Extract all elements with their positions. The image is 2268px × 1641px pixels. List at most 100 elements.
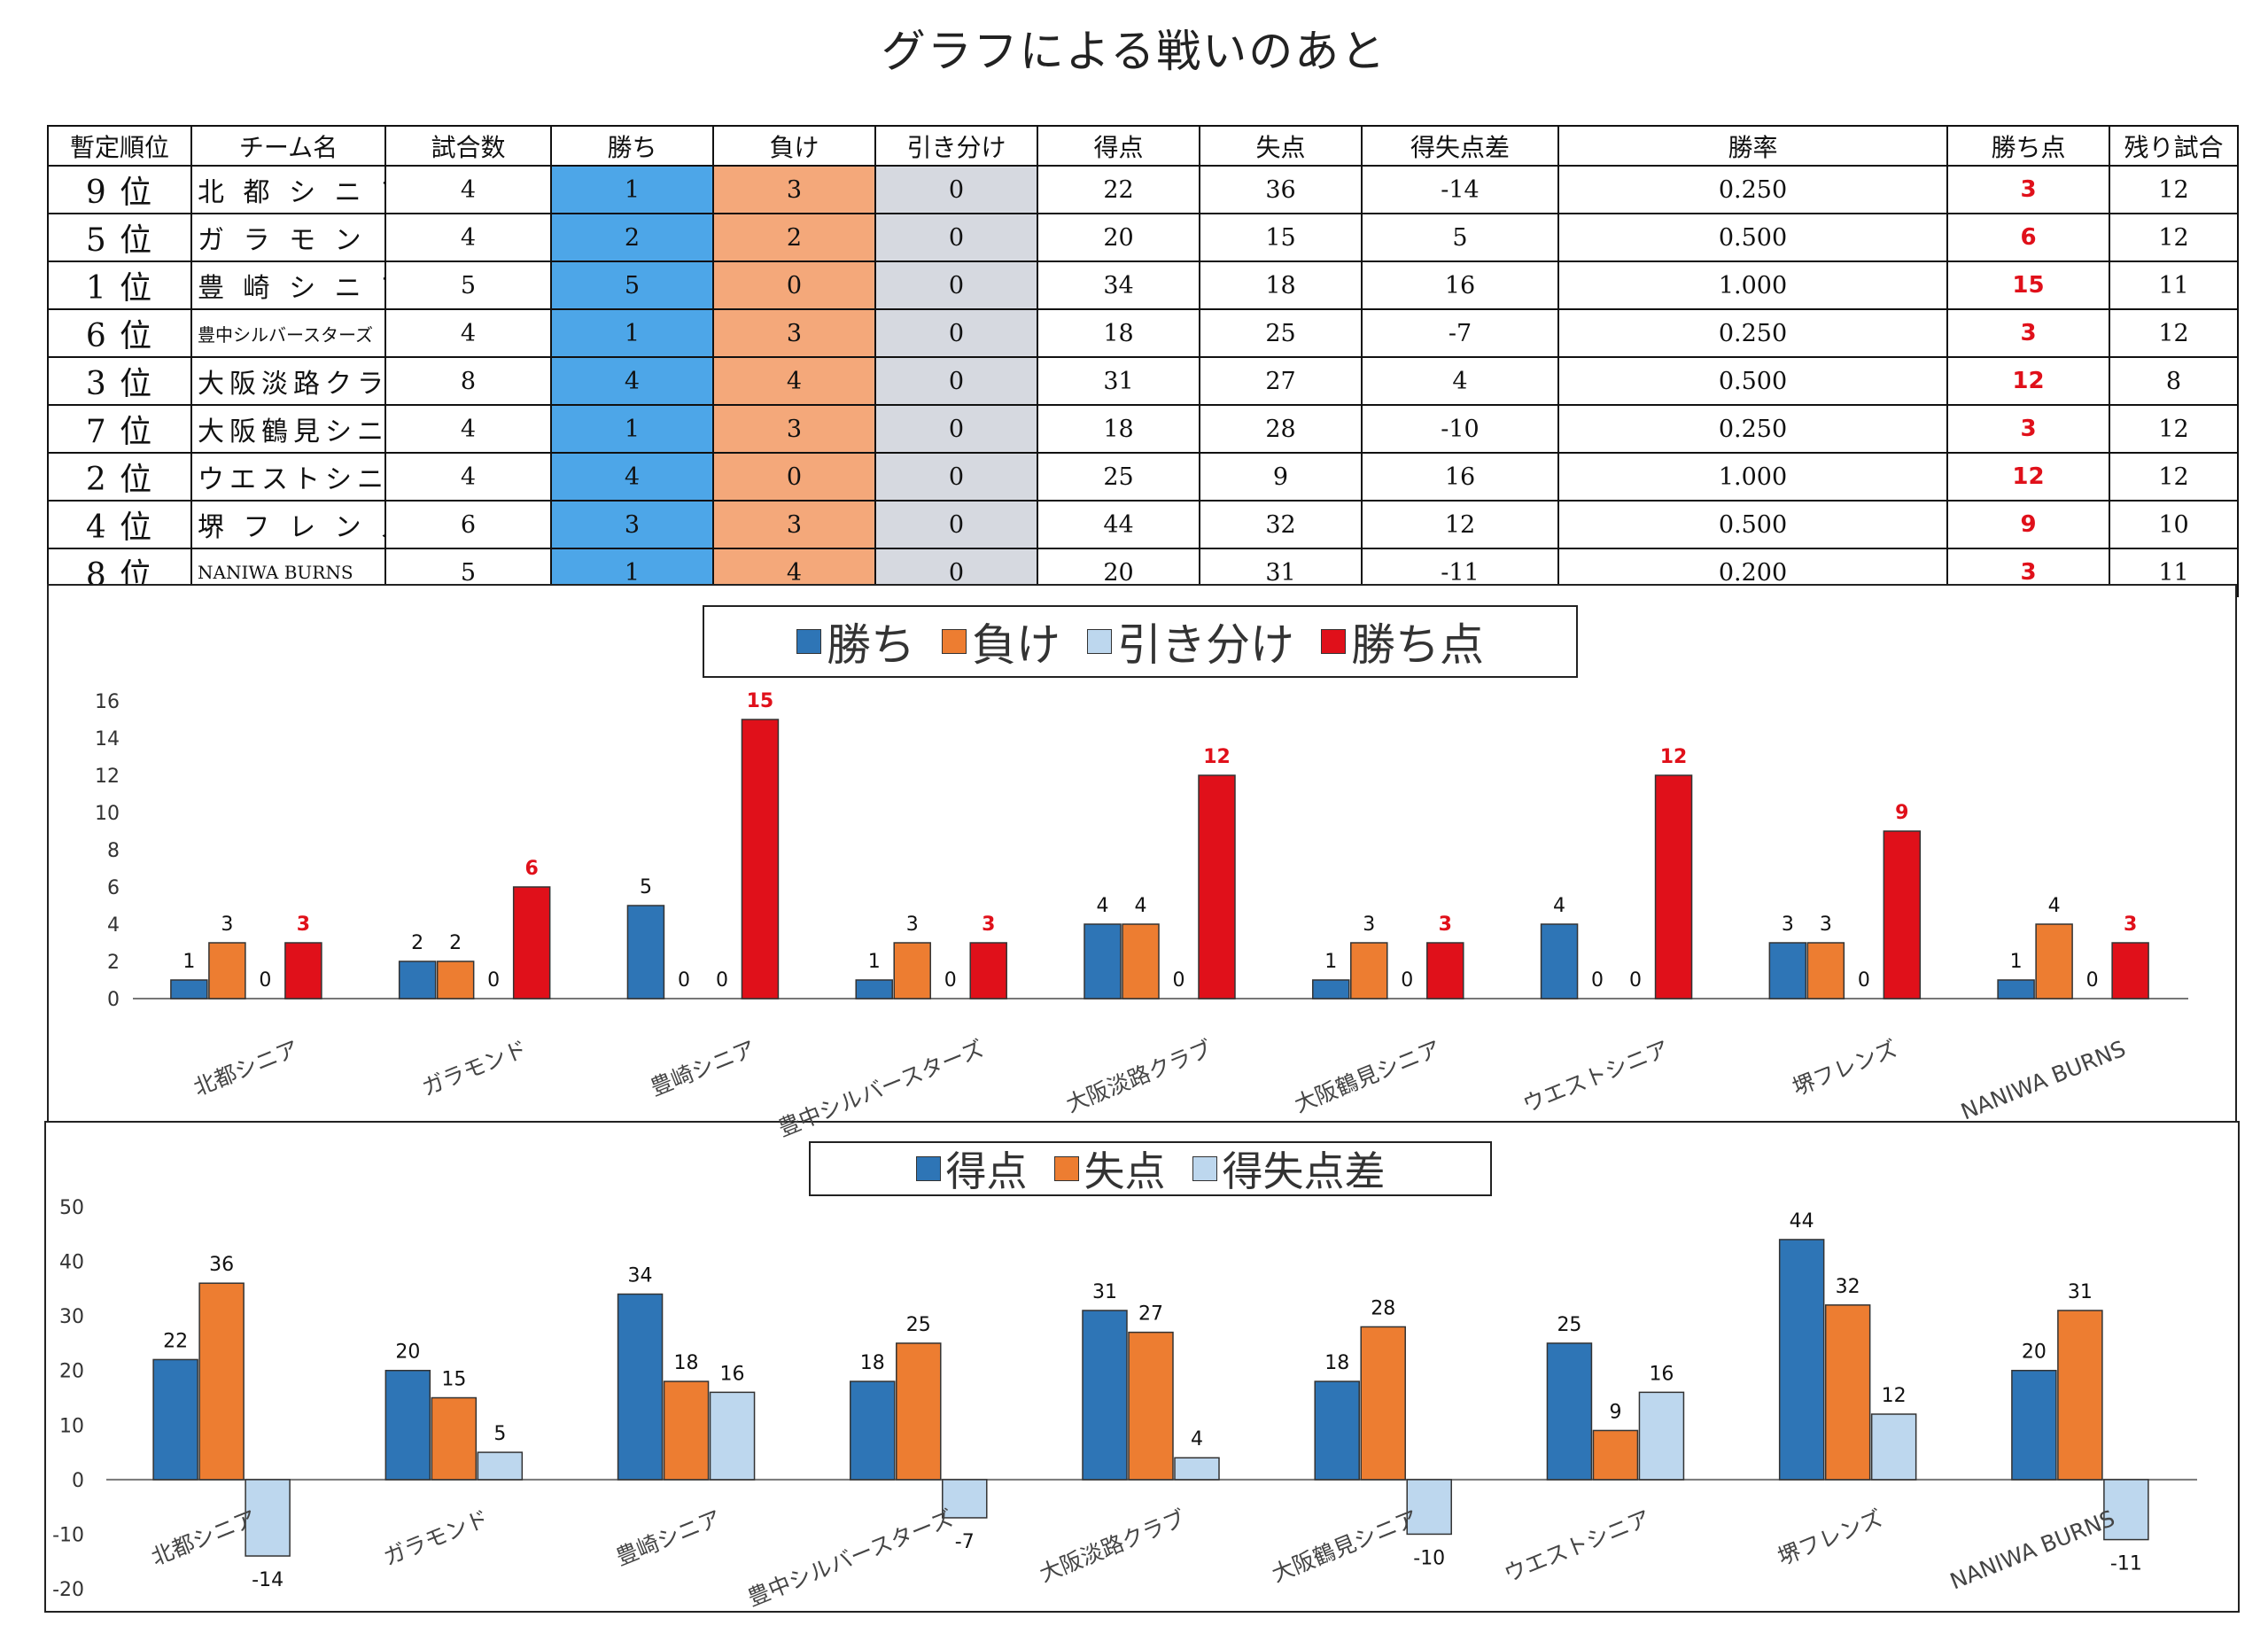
header-rank: 暫定順位 <box>47 125 192 167</box>
cell-draw: 0 <box>874 261 1038 310</box>
bar <box>850 1380 896 1481</box>
data-label: 1 <box>2010 951 2023 973</box>
page-title: グラフによる戦いのあと <box>881 26 1387 77</box>
cell-games: 4 <box>384 452 552 502</box>
cell-rank: 3 位 <box>47 356 192 406</box>
data-label: -10 <box>1413 1547 1445 1569</box>
y-tick-label: 14 <box>95 728 120 751</box>
legend-swatch-loss <box>942 629 967 654</box>
data-label: 36 <box>209 1254 234 1276</box>
cell-draw: 0 <box>874 452 1038 502</box>
legend-label-scored: 得点 <box>945 1147 1028 1195</box>
cell-loss: 0 <box>712 261 876 310</box>
cell-team: ウエストシニア <box>190 452 386 502</box>
data-label: 0 <box>2086 969 2099 992</box>
y-tick-label: 0 <box>107 989 120 1011</box>
y-tick-label: 6 <box>107 877 120 899</box>
cell-allowed: 32 <box>1199 500 1363 549</box>
data-label: 0 <box>1858 969 1870 992</box>
bar <box>512 886 551 999</box>
cell-team: 豊中シルバースターズ <box>190 308 386 358</box>
data-label: 31 <box>1092 1281 1117 1303</box>
data-label: 6 <box>525 858 539 880</box>
cell-rate: 0.250 <box>1557 308 1948 358</box>
legend-swatch-allowed <box>1053 1156 1079 1181</box>
cell-allowed: 36 <box>1199 165 1363 214</box>
cell-loss: 3 <box>712 404 876 454</box>
category-label: NANIWA BURNS <box>1946 1505 2118 1595</box>
legend-item-allowed: 失点 <box>1053 1139 1166 1198</box>
cell-games: 6 <box>384 500 552 549</box>
data-label: 18 <box>860 1352 885 1374</box>
legend-label-win: 勝ち <box>827 619 915 671</box>
data-label: 0 <box>259 969 271 992</box>
bar <box>1198 774 1236 999</box>
cell-remaining: 12 <box>2109 213 2239 262</box>
bar <box>855 979 893 999</box>
bar <box>1546 1342 1593 1481</box>
category-label: 大阪鶴見シニア <box>1268 1505 1421 1587</box>
data-label: 15 <box>747 690 774 712</box>
cell-loss: 3 <box>712 165 876 214</box>
bar <box>896 1342 942 1481</box>
cell-draw: 0 <box>874 500 1038 549</box>
data-label: -7 <box>955 1531 975 1553</box>
cell-loss: 2 <box>712 213 876 262</box>
cell-points: 15 <box>1946 261 2110 310</box>
data-label: 16 <box>720 1363 745 1385</box>
bar <box>2011 1369 2057 1481</box>
cell-team: 堺 フ レ ン ズ <box>190 500 386 549</box>
data-label: 28 <box>1371 1297 1395 1319</box>
cell-remaining: 8 <box>2109 356 2239 406</box>
data-label: 32 <box>1836 1276 1860 1298</box>
cell-rank: 6 位 <box>47 308 192 358</box>
bar <box>398 960 437 999</box>
bar <box>1174 1457 1220 1481</box>
data-label: 3 <box>1363 914 1375 936</box>
cell-rank: 5 位 <box>47 213 192 262</box>
cell-win: 1 <box>550 165 714 214</box>
cell-loss: 0 <box>712 452 876 502</box>
cell-rank: 4 位 <box>47 500 192 549</box>
bar <box>741 719 780 999</box>
header-points: 勝ち点 <box>1946 125 2110 167</box>
cell-scored: 31 <box>1037 356 1200 406</box>
data-label: 27 <box>1138 1303 1163 1326</box>
bar <box>245 1479 291 1557</box>
data-label: 12 <box>1660 746 1688 768</box>
cell-diff: 16 <box>1361 261 1559 310</box>
bar <box>1406 1479 1452 1536</box>
bar <box>663 1380 710 1481</box>
y-tick-label: 10 <box>95 803 120 825</box>
data-label: 5 <box>640 876 652 898</box>
header-team: チーム名 <box>190 125 386 167</box>
cell-team: 大阪淡路クラブ <box>190 356 386 406</box>
category-label: 豊崎シニア <box>612 1505 725 1571</box>
legend-swatch-draw <box>1087 629 1112 654</box>
cell-scored: 20 <box>1037 213 1200 262</box>
cell-games: 4 <box>384 165 552 214</box>
table-row: 6 位豊中シルバースターズ 4 1 3 0 18 25 -7 0.250 3 12 <box>47 308 2239 358</box>
legend-label-allowed: 失点 <box>1084 1147 1166 1195</box>
bar <box>198 1282 245 1481</box>
cell-rate: 1.000 <box>1557 261 1948 310</box>
cell-scored: 22 <box>1037 165 1200 214</box>
bar <box>942 1479 988 1519</box>
cell-rate: 0.250 <box>1557 404 1948 454</box>
data-label: 22 <box>163 1330 188 1352</box>
bar <box>2057 1310 2103 1481</box>
cell-scored: 18 <box>1037 404 1200 454</box>
bar <box>170 979 208 999</box>
cell-scored: 18 <box>1037 308 1200 358</box>
category-label: 北都シニア <box>148 1505 260 1571</box>
data-label: 3 <box>1782 914 1794 936</box>
bar <box>2103 1479 2149 1541</box>
cell-games: 8 <box>384 356 552 406</box>
data-label: 3 <box>2124 914 2137 936</box>
cell-points: 12 <box>1946 356 2110 406</box>
header-rate: 勝率 <box>1557 125 1948 167</box>
data-label: 1 <box>868 951 881 973</box>
